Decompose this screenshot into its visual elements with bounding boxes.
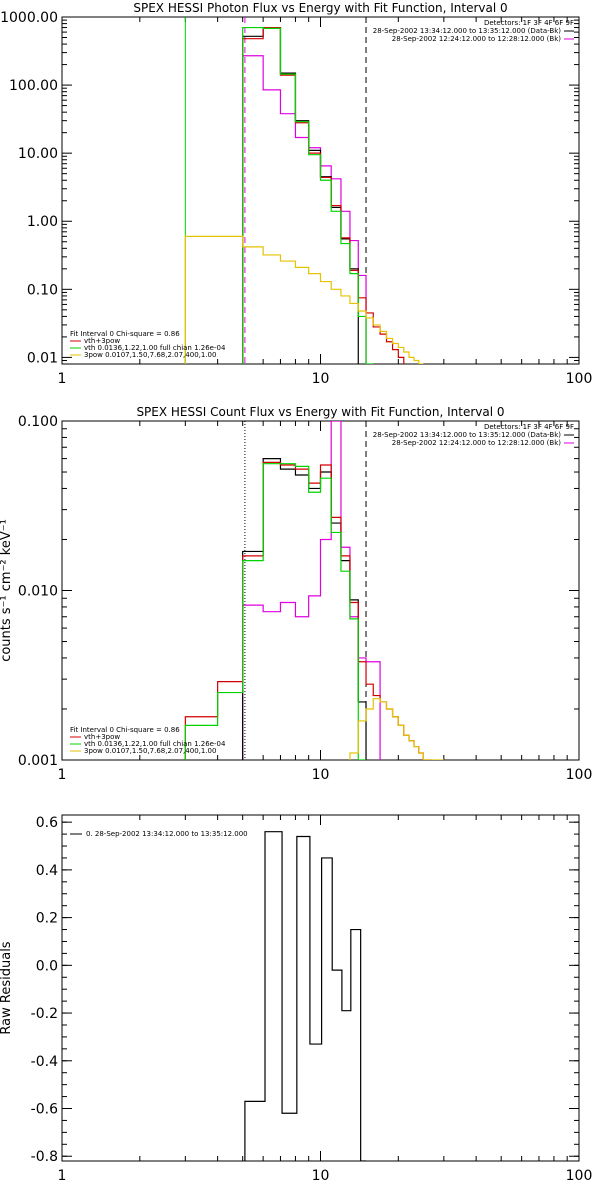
y-tick-label: 100.00 [9,78,58,94]
y-tick-label: 1000.00 [0,10,58,26]
y-tick-label: 0.4 [36,863,58,879]
y-tick-label: 0.01 [27,350,58,366]
y-tick-label: 10.00 [18,146,58,162]
x-tick-label: 10 [312,1168,330,1184]
y-tick-label: 0.0 [36,958,58,974]
x-tick-label: 1 [58,1168,67,1184]
photon-flux-panel: SPEX HESSI Photon Flux vs Energy with Fi… [0,1,592,387]
y-axis-label: Raw Residuals [0,941,14,1034]
legend-entry: 28-Sep-2002 12:24:12.000 to 12:28:12.000… [392,439,562,447]
y-tick-label: -0.8 [31,1149,58,1165]
series-bk-line [242,421,381,760]
y-tick-label: 0.2 [36,911,58,927]
fit-legend-entry: vth 0.0136,1.22,1.00 full chian 1.26e-04 [84,740,226,748]
x-tick-label: 10 [312,767,330,783]
y-tick-label: 0.10 [27,282,58,298]
plot-area [184,421,444,760]
y-tick-label: 0.010 [18,584,58,600]
fit-legend-entry: 3pow 0.0107,1.50,7.68,2.07,400,1.00 [84,351,216,359]
series-pow-line [349,698,444,760]
plot-frame [61,16,580,365]
y-tick-label: -0.6 [31,1102,58,1118]
chart-title: SPEX HESSI Count Flux vs Energy with Fit… [136,405,504,419]
legend-entry: 28-Sep-2002 13:34:12.000 to 13:35:12.000… [373,431,562,439]
y-tick-label: -0.4 [31,1054,58,1070]
legend-entry: 28-Sep-2002 13:34:12.000 to 13:35:12.000… [373,27,562,35]
y-tick-label: 0.001 [18,753,58,769]
plot-area [184,17,424,364]
x-tick-label: 100 [566,767,593,783]
series-pow-line [184,235,424,364]
series-model-line [242,26,405,364]
y-tick-label: 0.100 [18,414,58,430]
x-tick-label: 10 [312,371,330,387]
series-vth-line [184,463,367,760]
fit-legend-entry: vth 0.0136,1.22,1.00 full chian 1.26e-04 [84,344,226,352]
plot-area [244,831,367,1161]
chart-title: SPEX HESSI Photon Flux vs Energy with Fi… [133,1,507,15]
series-vth-line [242,26,374,364]
fit-legend-entry: 3pow 0.0107,1.50,7.68,2.07,400,1.00 [84,747,216,755]
legend-entry: 28-Sep-2002 12:24:12.000 to 12:28:12.000… [392,35,562,43]
series-bk-line [242,55,367,364]
series-data-line [244,831,367,1161]
fit-legend-entry: Fit Interval 0 Chi-square = 0.86 [70,726,180,734]
x-tick-label: 100 [566,371,593,387]
y-axis-label: counts s⁻¹ cm⁻² keV⁻¹ [0,519,14,662]
y-tick-label: -0.2 [31,1006,58,1022]
x-tick-label: 100 [566,1168,593,1184]
fit-legend-entry: Fit Interval 0 Chi-square = 0.86 [70,330,180,338]
fit-legend-entry: vth+3pow [84,337,120,345]
x-tick-label: 1 [58,371,67,387]
legend-entry: Detectors: 1F 3F 4F 6F 9F [484,19,574,27]
count-flux-panel: SPEX HESSI Count Flux vs Energy with Fit… [0,405,592,783]
legend-entry: 0. 28-Sep-2002 13:34:12.000 to 13:35:12.… [86,830,248,838]
series-data-line [242,458,367,760]
y-tick-label: 0.6 [36,815,58,831]
residuals-panel: Raw Residuals 1 10 100 0.6 0.4 0.2 0.0 -0.2 -0.4 -… [0,814,593,1184]
legend-entry: Detectors: 1F 3F 4F 6F 9F [484,423,574,431]
fit-legend-entry: vth+3pow [84,733,120,741]
x-tick-label: 1 [58,767,67,783]
plot-frame [61,814,580,1162]
y-tick-label: 1.00 [27,214,58,230]
